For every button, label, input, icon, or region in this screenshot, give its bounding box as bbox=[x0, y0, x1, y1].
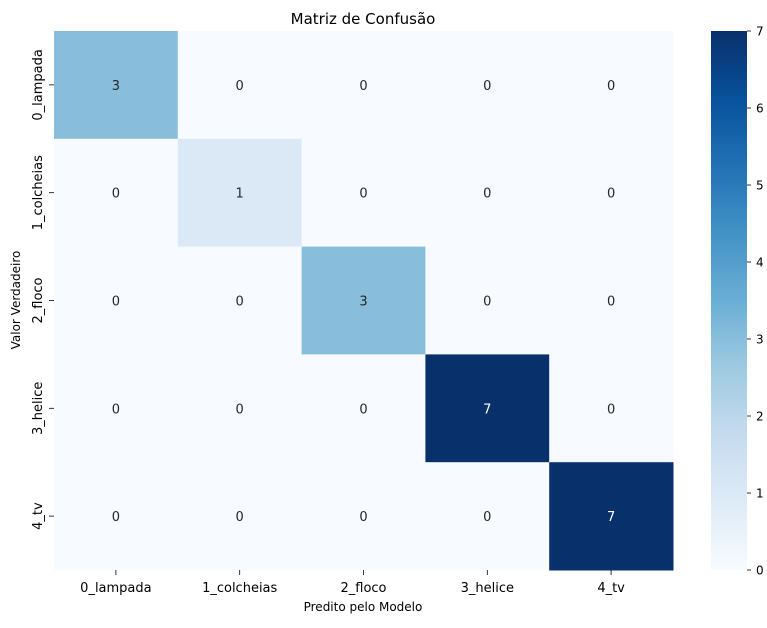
x-tick-label-3: 3_helice bbox=[461, 581, 514, 596]
heatmap-cell-3-2 bbox=[301, 354, 426, 463]
y-tick-label-2: 2_floco bbox=[31, 277, 46, 323]
heatmap-cell-0-4 bbox=[549, 31, 674, 140]
heatmap-cell-1-1 bbox=[177, 138, 303, 248]
x-tick-label-2: 2_floco bbox=[340, 581, 386, 596]
colorbar-tick-label-4: 4 bbox=[756, 256, 764, 270]
colorbar-ticks: 0 1 2 3 4 5 6 7 bbox=[747, 25, 764, 578]
heatmap-cell-2-4 bbox=[549, 246, 674, 355]
cell-value-3-0: 0 bbox=[112, 402, 120, 417]
cell-value-2-4: 0 bbox=[607, 295, 615, 310]
cell-value-4-2: 0 bbox=[359, 510, 367, 525]
cell-value-0-2: 0 bbox=[359, 79, 367, 94]
cell-value-4-4: 7 bbox=[607, 510, 615, 525]
cell-value-0-3: 0 bbox=[483, 79, 491, 94]
x-axis-label: Predito pelo Modelo bbox=[304, 600, 423, 614]
cell-value-2-1: 0 bbox=[236, 295, 244, 310]
y-axis-label: Valor Verdadeiro bbox=[9, 251, 23, 350]
heatmap-cell-3-0 bbox=[54, 354, 179, 463]
cell-value-1-2: 0 bbox=[359, 187, 367, 202]
y-axis: 0_lampada 1_colcheias 2_floco 3_helice 4_tv bbox=[31, 49, 54, 530]
cell-value-2-0: 0 bbox=[112, 295, 120, 310]
cell-value-4-1: 0 bbox=[236, 510, 244, 525]
cell-labels: 3 0 0 0 0 0 1 0 0 0 0 0 3 0 0 0 0 0 7 0 0 0 0 0 7 bbox=[112, 79, 615, 525]
heatmap-cell-0-1 bbox=[177, 31, 303, 140]
y-tick-label-0: 0_lampada bbox=[31, 49, 46, 120]
heatmap-cell-4-1 bbox=[177, 462, 303, 571]
heatmap-cell-0-2 bbox=[301, 31, 426, 140]
x-tick-label-1: 1_colcheias bbox=[202, 581, 277, 596]
cell-value-3-3: 7 bbox=[483, 402, 491, 417]
cell-value-2-3: 0 bbox=[483, 295, 491, 310]
y-tick-label-1: 1_colcheias bbox=[31, 155, 46, 230]
heatmap-cell-2-3 bbox=[425, 246, 550, 355]
colorbar-tick-label-1: 1 bbox=[756, 487, 764, 501]
heatmap-cell-1-0 bbox=[54, 138, 179, 248]
colorbar-tick-label-6: 6 bbox=[756, 102, 764, 116]
colorbar-tick-label-0: 0 bbox=[756, 564, 764, 578]
heatmap-cell-3-3 bbox=[425, 354, 550, 463]
colorbar-tick-label-5: 5 bbox=[756, 179, 764, 193]
cell-value-4-3: 0 bbox=[483, 510, 491, 525]
colorbar-tick-label-3: 3 bbox=[756, 333, 764, 347]
x-tick-label-0: 0_lampada bbox=[80, 581, 151, 596]
cell-value-1-4: 0 bbox=[607, 187, 615, 202]
heatmap-cell-2-1 bbox=[177, 246, 303, 355]
cell-value-0-0: 3 bbox=[112, 79, 120, 94]
heatmap-cell-4-0 bbox=[54, 462, 179, 571]
heatmap-cell-4-2 bbox=[301, 462, 426, 571]
heatmap-cell-1-4 bbox=[549, 138, 674, 248]
y-tick-label-4: 4_tv bbox=[31, 502, 46, 530]
heatmap-cell-3-4 bbox=[549, 354, 674, 463]
cell-value-3-2: 0 bbox=[359, 402, 367, 417]
x-axis: 0_lampada 1_colcheias 2_floco 3_helice 4_tv bbox=[80, 570, 625, 596]
heatmap-cell-3-1 bbox=[177, 354, 303, 463]
cell-value-0-1: 0 bbox=[236, 79, 244, 94]
colorbar-tick-label-2: 2 bbox=[756, 410, 764, 424]
heatmap-cell-0-3 bbox=[425, 31, 550, 140]
heatmap-cell-4-4 bbox=[549, 462, 674, 571]
heatmap-cell-2-0 bbox=[54, 246, 179, 355]
heatmap-cells bbox=[54, 31, 674, 571]
heatmap-cell-1-2 bbox=[301, 138, 426, 248]
cell-value-0-4: 0 bbox=[607, 79, 615, 94]
y-tick-label-3: 3_helice bbox=[31, 382, 46, 435]
cell-value-3-1: 0 bbox=[236, 402, 244, 417]
cell-value-4-0: 0 bbox=[112, 510, 120, 525]
cell-value-1-0: 0 bbox=[112, 187, 120, 202]
heatmap-cell-2-2 bbox=[301, 246, 426, 355]
colorbar bbox=[711, 31, 747, 570]
x-tick-label-4: 4_tv bbox=[597, 581, 625, 596]
heatmap-cell-4-3 bbox=[425, 462, 550, 571]
heatmap-cell-1-3 bbox=[425, 138, 550, 248]
cell-value-1-1: 1 bbox=[236, 187, 244, 202]
cell-value-3-4: 0 bbox=[607, 402, 615, 417]
cell-value-2-2: 3 bbox=[359, 295, 367, 310]
chart-title: Matriz de Confusão bbox=[291, 10, 436, 28]
heatmap-cell-0-0 bbox=[54, 31, 179, 140]
cell-value-1-3: 0 bbox=[483, 187, 491, 202]
colorbar-tick-label-7: 7 bbox=[756, 25, 764, 39]
